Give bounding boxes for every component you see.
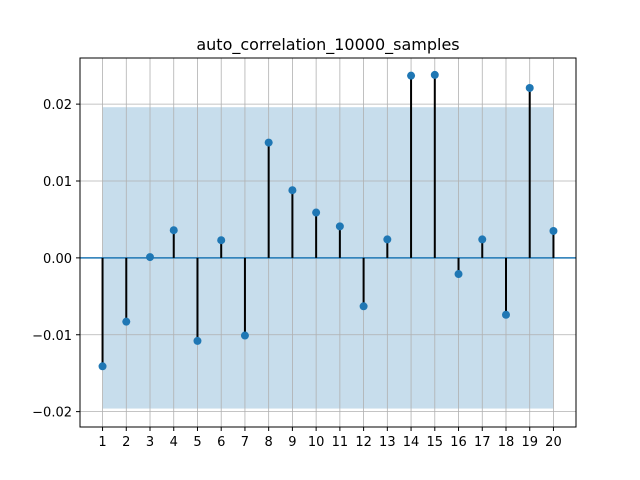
y-axis: −0.02 −0.01 0.00 0.01 0.02 [32, 98, 80, 421]
x-tick-label: 15 [427, 435, 444, 450]
x-tick-label: 13 [379, 435, 396, 450]
x-tick-label: 3 [146, 435, 154, 450]
chart-title: auto_correlation_10000_samples [196, 35, 459, 55]
data-point [501, 310, 510, 319]
data-point [217, 236, 226, 245]
y-tick-label: 0.02 [43, 98, 72, 113]
data-point [288, 186, 297, 195]
y-tick-label: −0.01 [32, 329, 72, 344]
data-point [264, 138, 273, 147]
data-point [454, 270, 463, 279]
data-point [383, 235, 392, 244]
x-tick-label: 7 [241, 435, 249, 450]
x-axis: 1 2 3 4 5 6 7 8 9 10 11 12 13 14 15 16 17 18 19 20 [98, 427, 562, 450]
data-point [169, 226, 178, 235]
data-point [407, 71, 416, 80]
data-point [549, 226, 558, 235]
x-tick-label: 1 [98, 435, 106, 450]
x-tick-label: 10 [308, 435, 325, 450]
x-tick-label: 18 [498, 435, 515, 450]
axes-frame [79, 57, 577, 428]
stem-layer [101, 74, 555, 367]
data-point [240, 331, 249, 340]
data-point [312, 208, 321, 217]
x-tick-label: 4 [170, 435, 178, 450]
x-tick-label: 16 [450, 435, 467, 450]
data-point [122, 317, 131, 326]
axes-border [79, 57, 577, 428]
y-tick-label: −0.02 [32, 406, 72, 421]
x-tick-label: 2 [122, 435, 130, 450]
data-point [478, 235, 487, 244]
x-tick-label: 8 [265, 435, 273, 450]
data-point [193, 336, 202, 345]
data-point [359, 302, 368, 311]
data-point [335, 222, 344, 231]
x-tick-label: 12 [355, 435, 372, 450]
x-tick-label: 6 [217, 435, 225, 450]
data-point [146, 253, 155, 262]
x-tick-label: 9 [288, 435, 296, 450]
data-point [525, 83, 534, 92]
x-tick-label: 5 [193, 435, 201, 450]
x-tick-label: 17 [474, 435, 491, 450]
x-tick-label: 19 [521, 435, 538, 450]
x-tick-label: 14 [403, 435, 420, 450]
marker-layer [98, 70, 558, 371]
x-tick-label: 20 [545, 435, 562, 450]
x-tick-label: 11 [332, 435, 349, 450]
y-tick-label: 0.00 [43, 252, 72, 267]
data-point [98, 362, 107, 371]
y-tick-label: 0.01 [43, 175, 72, 190]
data-point [430, 70, 439, 79]
